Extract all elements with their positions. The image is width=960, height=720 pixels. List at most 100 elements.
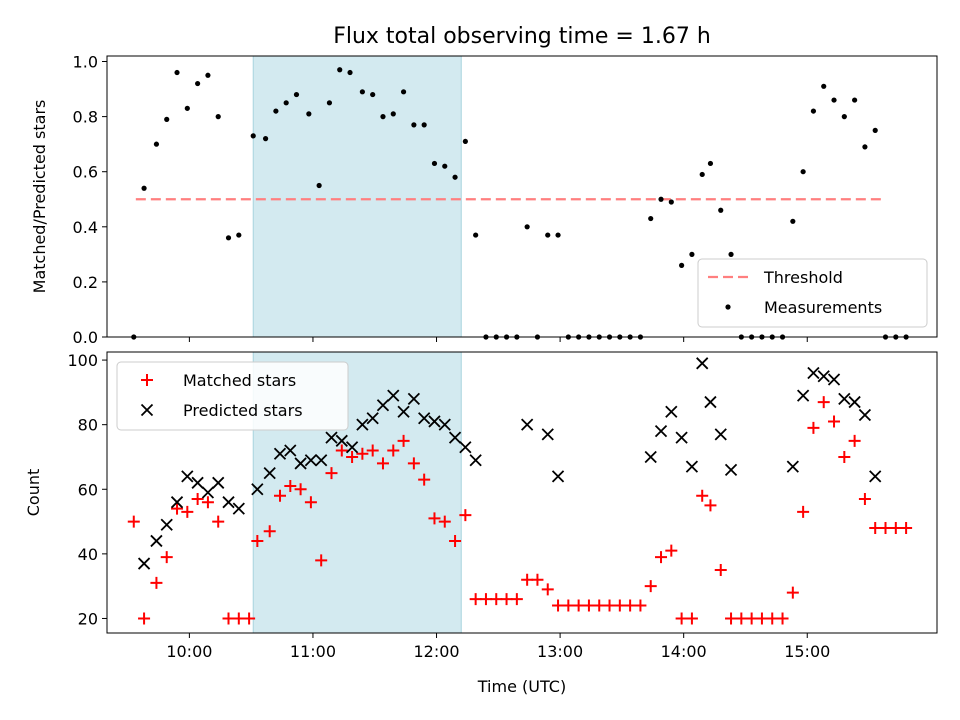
data-point [170,496,184,509]
data-point [848,395,861,409]
data-point [862,144,868,150]
data-point [838,450,851,463]
series-predicted-stars [137,357,882,570]
data-point [869,522,882,535]
data-point [366,412,379,425]
data-point [387,389,400,402]
data-point [293,91,300,98]
data-point [370,91,376,98]
legend: Threshold Measurements [697,258,928,328]
data-point [831,97,837,103]
data-point [699,171,705,178]
data-point [572,599,585,612]
data-point [500,593,513,606]
data-point [810,108,817,114]
y-tick-label: 20 [78,609,98,628]
data-point [356,418,369,431]
data-point [452,174,458,180]
data-point [325,467,338,480]
data-point [479,593,492,606]
data-point [380,114,386,120]
data-point [421,122,427,128]
data-point [222,496,235,509]
x-tick-label: 12:00 [413,642,459,661]
data-point [714,564,727,577]
data-point [655,551,668,564]
data-point [704,395,717,409]
data-point [644,580,657,593]
data-point [889,522,902,535]
data-point [284,480,297,493]
legend-label: Measurements [764,298,882,317]
data-point [225,235,232,241]
data-point [337,67,343,73]
data-point [387,444,400,457]
data-point [786,460,799,473]
data-point [294,483,307,496]
legend-swatch-matched [141,374,153,386]
data-point [304,496,317,509]
data-point [153,141,160,147]
data-point [745,612,758,625]
data-point [665,405,678,418]
y-axis-label: Count [24,469,43,517]
data-point [459,441,472,454]
data-point [195,80,201,87]
data-point [704,499,717,512]
data-point [675,612,688,625]
axes-frame [106,351,938,634]
plots: 0.0 0.2 0.4 0.6 0.8 1.0 Matched/Predicted star… [24,53,938,696]
data-point [345,441,359,454]
data-point [541,583,554,596]
data-point [273,108,279,114]
axes-frame [106,55,938,338]
data-point [141,185,147,191]
data-point [448,431,462,444]
data-point [315,454,328,467]
data-point [551,470,565,483]
data-point [552,599,565,612]
data-point [428,512,441,525]
data-point [900,522,913,535]
legend-label: Threshold [763,268,843,287]
data-point [755,612,768,625]
y-tick-label: 60 [78,480,98,499]
data-point [273,447,287,460]
data-point [644,450,657,464]
data-point [284,444,297,457]
data-point [665,544,678,557]
data-point [852,97,858,103]
data-point [212,476,225,489]
data-point [654,424,668,438]
data-point [593,599,606,612]
data-point [766,612,779,625]
data-point [201,486,215,499]
y-tick-label: 0.2 [73,273,98,292]
data-point [807,366,820,380]
data-point [828,415,841,428]
data-point [181,470,194,483]
data-point [191,492,204,505]
data-point [797,505,810,518]
data-point [658,196,664,202]
data-point [356,447,369,460]
x-tick-label: 13:00 [537,642,583,661]
data-point [545,232,551,238]
data-point [150,534,163,548]
y-tick-label: 0.4 [73,218,98,237]
data-point [827,373,841,386]
data-point [438,515,451,528]
data-point [521,418,534,431]
data-point [283,100,289,106]
x-tick-label: 14:00 [661,642,707,661]
data-point [838,392,851,405]
data-point [531,573,544,586]
data-point [222,612,235,625]
data-point [431,160,438,167]
data-point [407,392,421,405]
data-point [817,370,830,383]
data-point [541,428,554,441]
data-point [418,473,431,486]
legend-label: Predicted stars [183,401,303,420]
